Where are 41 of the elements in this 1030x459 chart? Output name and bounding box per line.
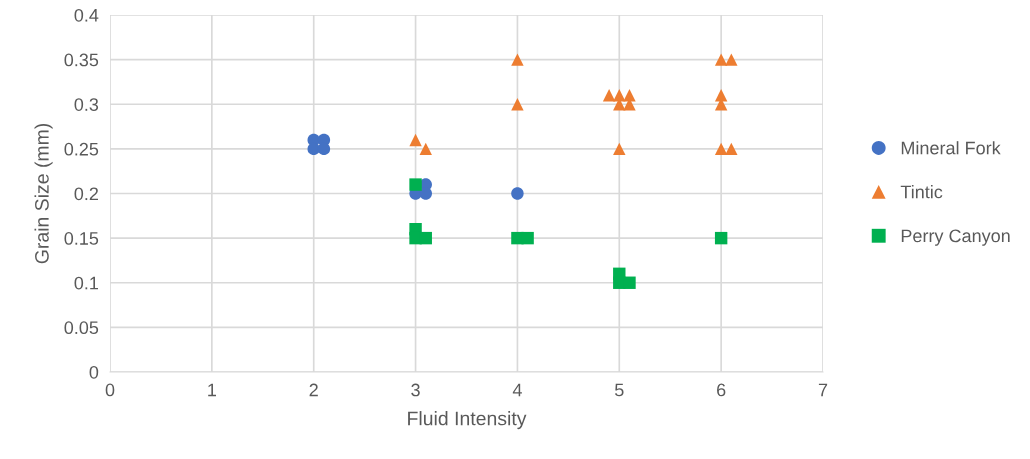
y-tick-label: 0.2 (74, 187, 98, 201)
point (511, 98, 524, 111)
point (725, 142, 738, 156)
point (714, 142, 728, 156)
x-tick-label: 4 (512, 383, 522, 397)
x-tick-label: 0 (105, 383, 115, 397)
x-tick-label: 7 (818, 383, 828, 397)
y-tick-label: 0.25 (64, 142, 99, 156)
point (714, 89, 728, 102)
legend-label: Perry Canyon (901, 229, 1010, 246)
point (714, 53, 728, 66)
point (511, 53, 524, 66)
point (409, 178, 422, 191)
legend-label: Tintic (900, 185, 943, 199)
y-tick-label: 0.3 (74, 98, 99, 111)
x-tick-label: 1 (208, 383, 216, 397)
point (409, 133, 422, 147)
point (419, 142, 432, 156)
y-tick-label: 0.1 (74, 276, 99, 290)
point (521, 231, 534, 245)
y-tick-label: 0.4 (74, 8, 99, 22)
x-tick-label: 2 (309, 383, 318, 397)
y-tick-label: 0.05 (64, 321, 99, 335)
y-tick-label: 0.35 (64, 53, 99, 67)
y-tick-label: 0 (89, 365, 99, 379)
x-tick-label: 5 (614, 383, 624, 397)
point (602, 89, 616, 102)
y-tick-label: 0.15 (64, 232, 99, 245)
x-tick-label: 6 (717, 383, 726, 397)
x-axis-title: Fluid Intensity (408, 411, 527, 430)
point (623, 276, 636, 289)
point (613, 142, 626, 156)
point (317, 142, 331, 156)
y-axis-title: Grain Size (mm) (34, 123, 53, 264)
point (714, 231, 728, 245)
x-tick-label: 3 (411, 383, 420, 397)
point (623, 89, 636, 102)
point (725, 53, 738, 66)
legend-label: Mineral Fork (901, 141, 1001, 155)
point (419, 231, 432, 245)
point (511, 187, 524, 200)
